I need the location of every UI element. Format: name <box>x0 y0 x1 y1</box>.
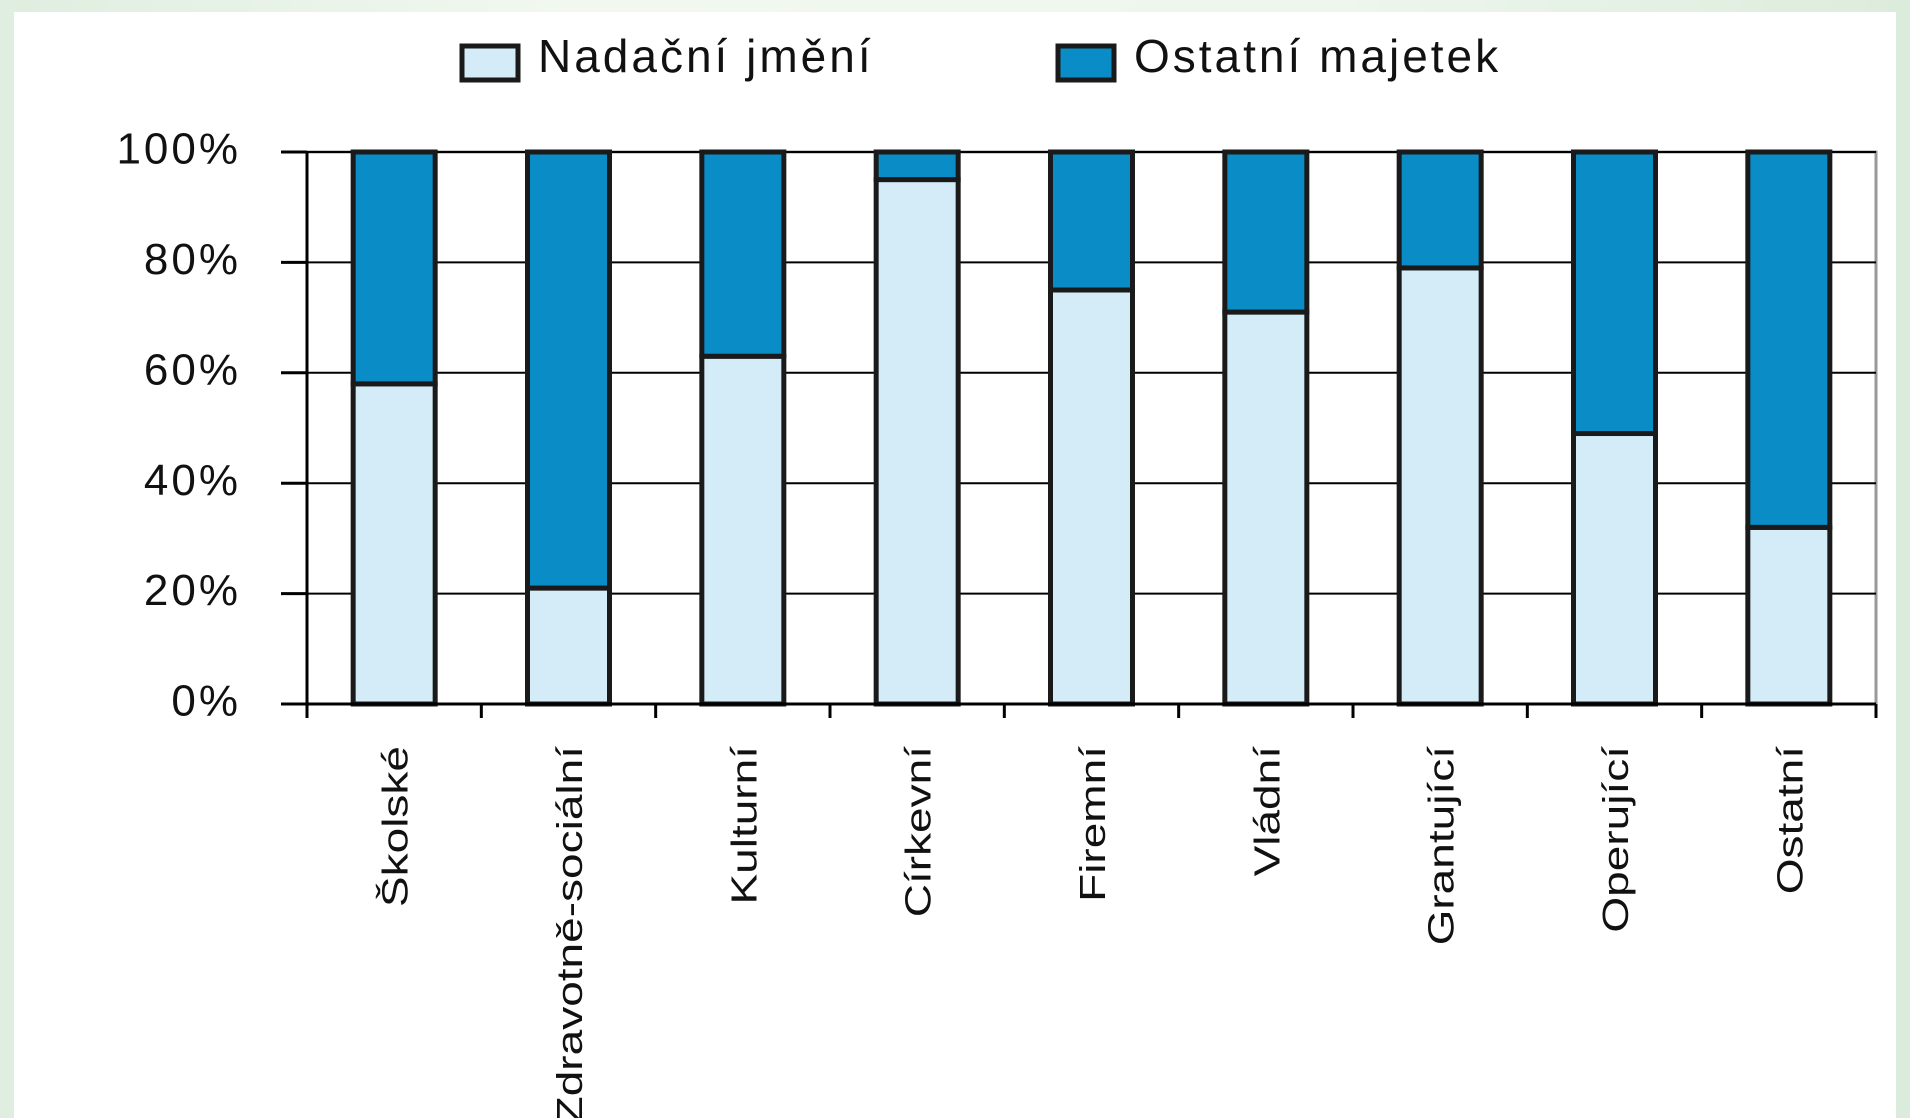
y-tick-label: 60% <box>144 345 241 394</box>
bar-segment <box>1396 149 1484 271</box>
y-tick-label: 0% <box>171 677 241 726</box>
bar-segment <box>350 381 438 707</box>
bar-segment <box>873 149 961 183</box>
x-tick-label: Církevní <box>898 745 938 917</box>
x-tick-label: Zdravotně-sociální <box>550 745 590 1118</box>
y-tick-label: 80% <box>144 235 241 284</box>
x-tick-label: Vládní <box>1247 745 1287 876</box>
bar-segment <box>699 353 787 707</box>
bar-segment <box>1571 149 1658 437</box>
legend-label: Nadační jmění <box>538 30 874 82</box>
y-tick-label: 20% <box>144 566 241 615</box>
bar-segment <box>1396 265 1484 707</box>
bar-segment <box>1745 149 1833 530</box>
legend-label: Ostatní majetek <box>1134 30 1501 82</box>
x-tick-label: Školské <box>375 746 415 907</box>
bar-segment <box>525 585 612 707</box>
bar-segment <box>350 149 438 387</box>
y-tick-label: 40% <box>144 456 241 505</box>
y-tick-label: 100% <box>116 125 241 174</box>
x-tick-label: Operující <box>1596 745 1636 932</box>
bar-segment <box>1048 149 1135 293</box>
bar-segment <box>873 177 961 707</box>
bar-segment <box>699 149 787 359</box>
x-tick-label: Firemní <box>1073 745 1113 901</box>
x-tick-label: Kulturní <box>724 745 764 904</box>
bar-segment <box>1222 309 1310 707</box>
bar-segment <box>1745 524 1833 707</box>
bar-segment <box>1048 287 1135 707</box>
legend-swatch <box>1055 43 1117 83</box>
legend-swatch <box>459 43 521 83</box>
bar-segment <box>1571 431 1658 707</box>
bar-segment <box>525 149 612 591</box>
bar-segment <box>1222 149 1310 315</box>
x-tick-label: Ostatní <box>1770 745 1810 894</box>
x-tick-label: Grantující <box>1421 745 1461 945</box>
